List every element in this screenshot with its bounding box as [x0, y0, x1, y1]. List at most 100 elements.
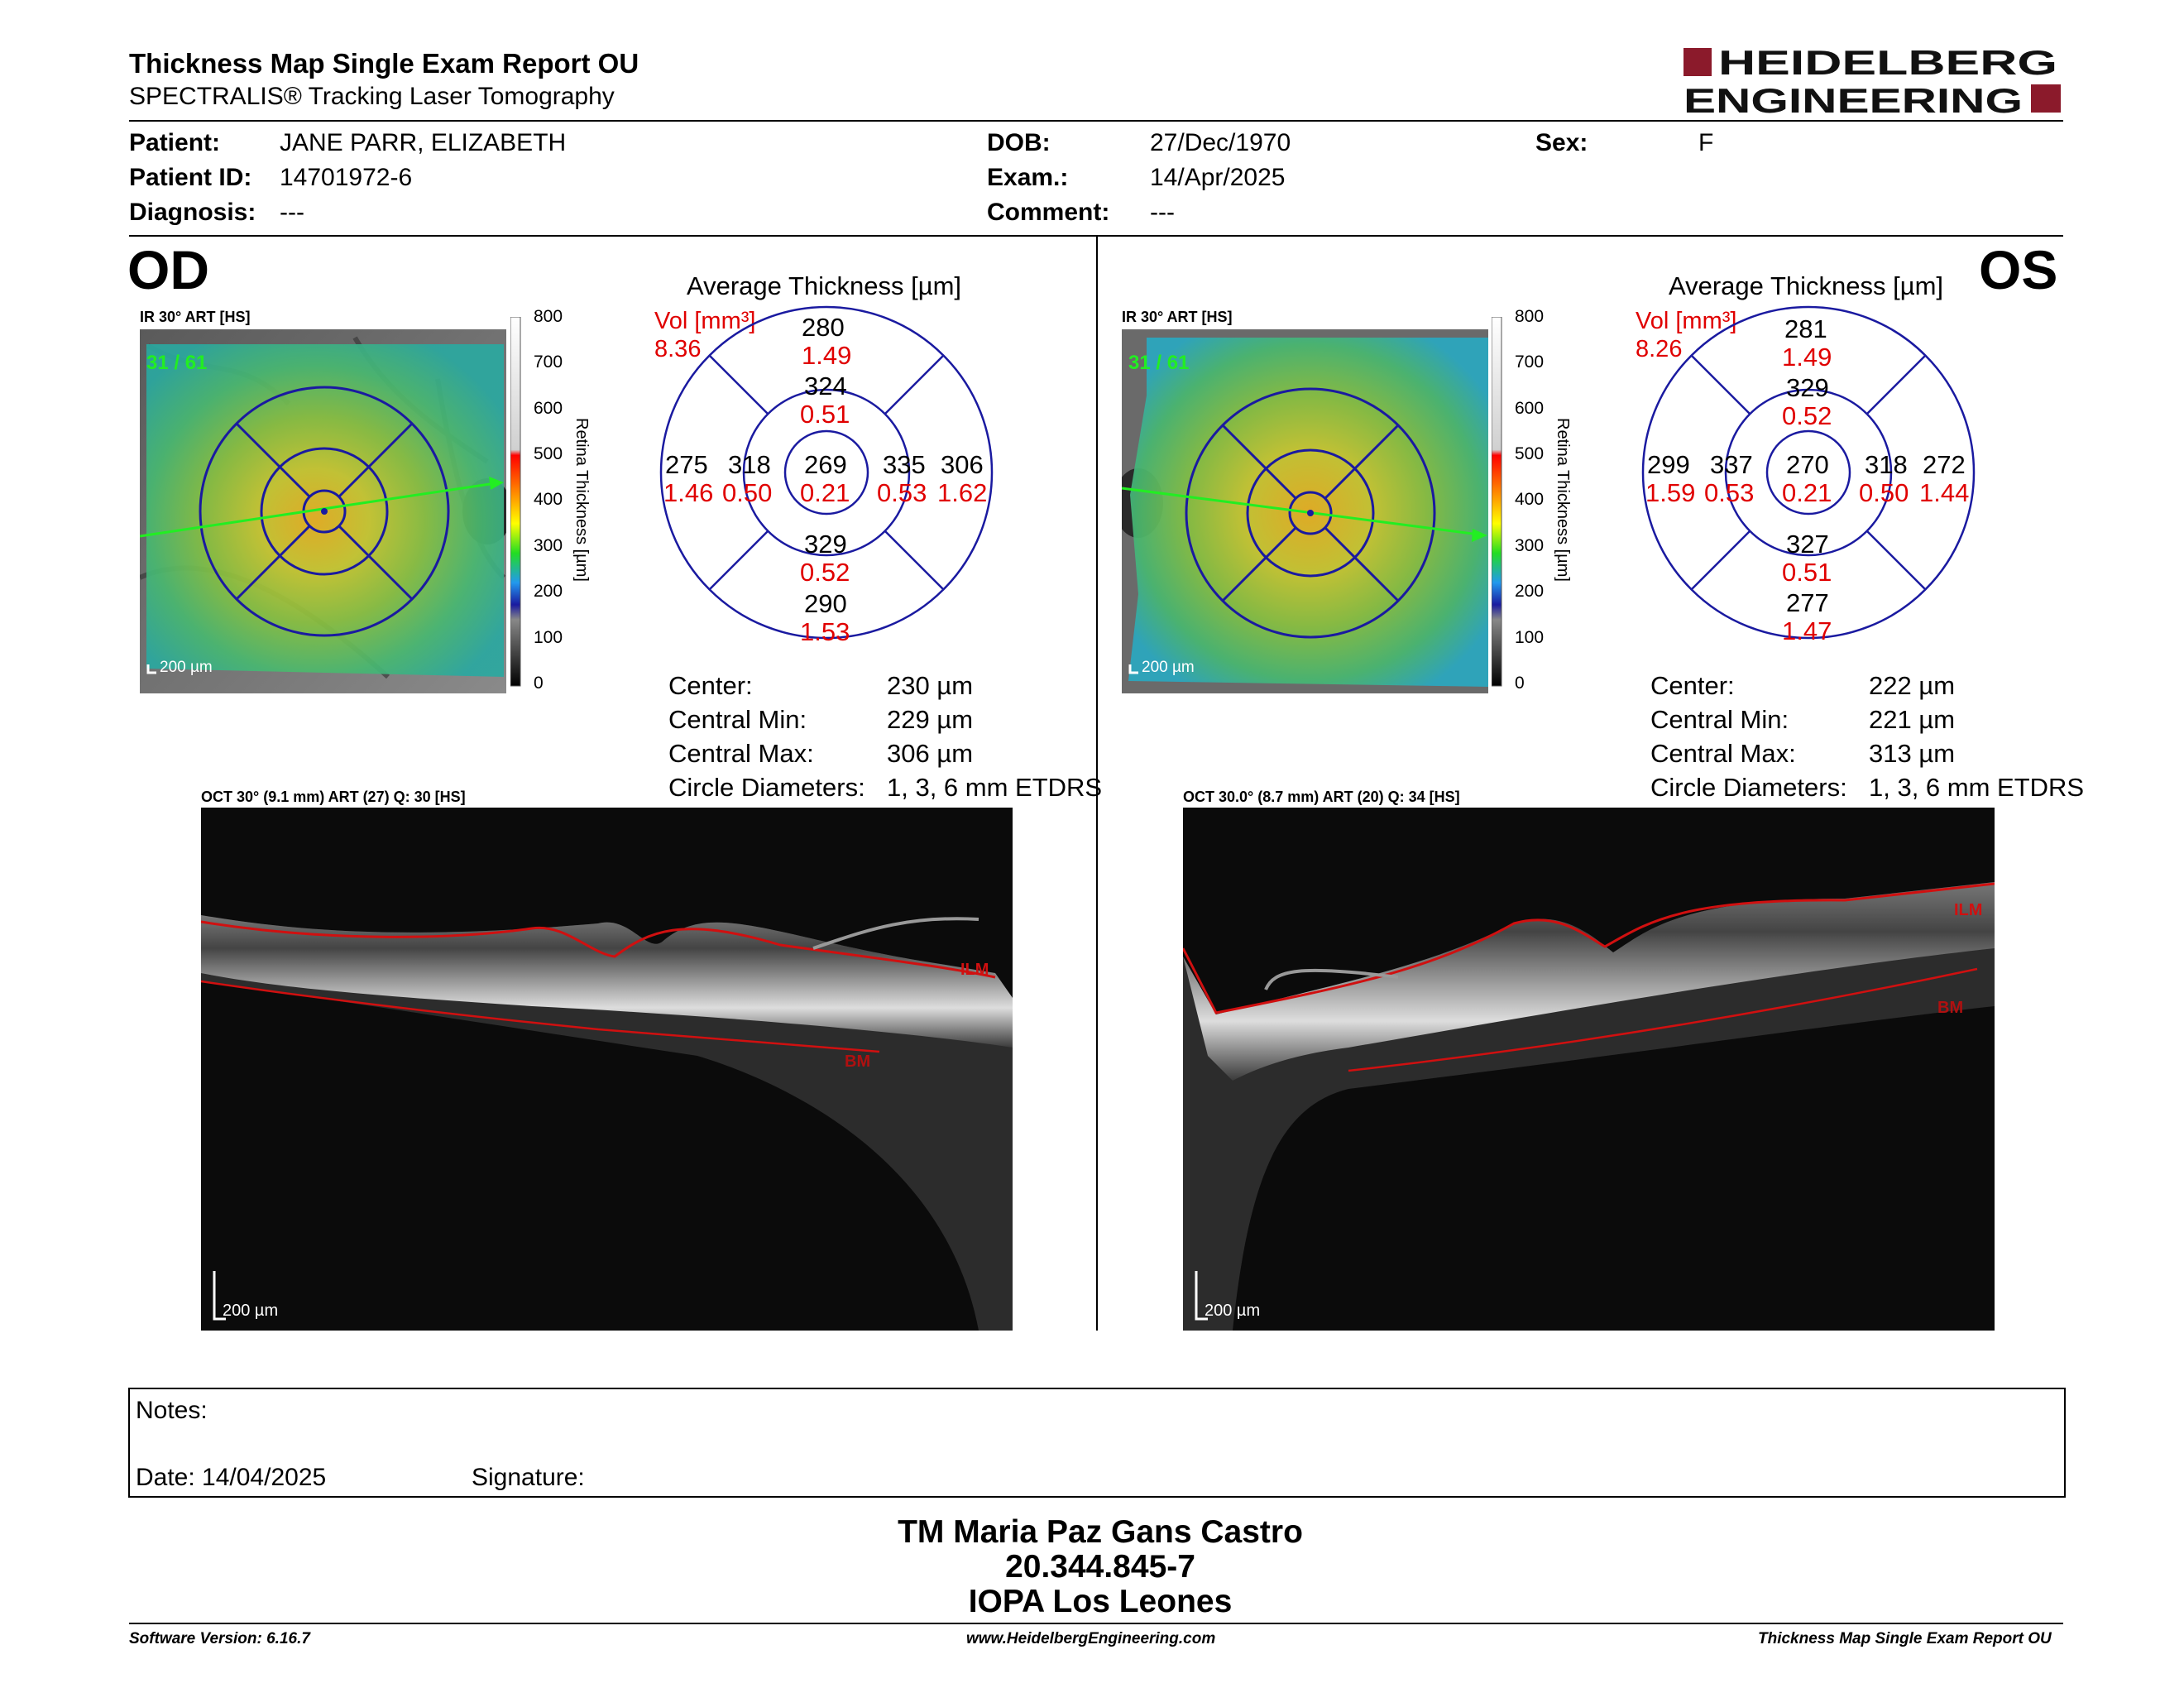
diagnosis-value: --- [280, 199, 304, 226]
od-scale-tick: 0 [534, 674, 544, 693]
sex-value: F [1698, 129, 1714, 156]
os-center-thickness: 270 [1786, 450, 1829, 479]
od-oct-label: OCT 30° (9.1 mm) ART (27) Q: 30 [HS] [201, 789, 466, 805]
os-scale-tick: 400 [1515, 490, 1545, 509]
od-inner-inferior-volume: 0.52 [800, 558, 850, 587]
report-subtitle: SPECTRALIS® Tracking Laser Tomography [129, 83, 615, 110]
os-inner-temporal-thickness: 318 [1865, 450, 1908, 479]
patient-label: Patient: [129, 129, 221, 156]
os-scale-tick: 0 [1515, 674, 1525, 693]
os-min-label: Central Min: [1650, 705, 1789, 734]
od-outer-superior-thickness: 280 [802, 313, 845, 342]
od-outer-inferior-volume: 1.53 [800, 617, 850, 646]
os-inner-temporal-volume: 0.50 [1859, 478, 1909, 507]
od-center-label: Center: [668, 671, 753, 700]
os-ir-scale: 200 µm [1142, 659, 1195, 676]
od-center-volume: 0.21 [800, 478, 850, 507]
os-outer-nasal-thickness: 299 [1647, 450, 1690, 479]
os-max-value: 313 µm [1869, 739, 1956, 768]
os-inner-superior-thickness: 329 [1786, 373, 1829, 402]
od-inner-nasal-volume: 0.53 [877, 478, 927, 507]
od-avg-title: Average Thickness [µm] [687, 271, 962, 300]
od-scale-tick: 400 [534, 490, 563, 509]
os-bm-label: BM [1937, 999, 1963, 1017]
os-inner-inferior-volume: 0.51 [1782, 558, 1832, 587]
od-bm-label: BM [845, 1053, 870, 1071]
od-outer-nasal-volume: 1.62 [937, 478, 988, 507]
heidelberg-logo: HEIDELBERG ENGINEERING [1684, 43, 2064, 120]
os-ir-counter: 31 / 61 [1128, 352, 1189, 374]
eye-divider [1096, 237, 1098, 1331]
os-scale-tick: 300 [1515, 536, 1545, 555]
od-outer-temporal-volume: 1.46 [663, 478, 714, 507]
os-diam-value: 1, 3, 6 mm ETDRS [1869, 773, 2085, 802]
sex-label: Sex: [1535, 129, 1588, 156]
od-oct-scale: 200 µm [223, 1302, 278, 1320]
od-ilm-label: ILM [960, 961, 989, 979]
os-scale-tick: 500 [1515, 444, 1545, 463]
signature-label: Signature: [472, 1464, 585, 1491]
od-label: OD [127, 239, 209, 300]
od-inner-nasal-thickness: 335 [883, 450, 926, 479]
software-version: Software Version: 6.16.7 [129, 1630, 310, 1647]
od-outer-temporal-thickness: 275 [665, 450, 708, 479]
os-etdrs-grid [1640, 305, 1976, 640]
os-inner-superior-volume: 0.52 [1782, 401, 1832, 430]
od-inner-superior-volume: 0.51 [800, 400, 850, 429]
od-scale-tick: 500 [534, 444, 563, 463]
od-diam-value: 1, 3, 6 mm ETDRS [887, 773, 1103, 802]
patient-divider [129, 235, 2063, 237]
od-min-label: Central Min: [668, 705, 807, 734]
signatory-name: TM Maria Paz Gans Castro [898, 1514, 1303, 1550]
os-oct-scale: 200 µm [1205, 1302, 1260, 1320]
od-outer-inferior-thickness: 290 [804, 589, 847, 618]
patient-name: JANE PARR, ELIZABETH [280, 129, 567, 156]
od-max-value: 306 µm [887, 739, 974, 768]
od-min-value: 229 µm [887, 705, 974, 734]
od-inner-temporal-volume: 0.50 [722, 478, 773, 507]
os-inner-nasal-thickness: 337 [1710, 450, 1753, 479]
os-center-volume: 0.21 [1782, 478, 1832, 507]
od-outer-nasal-thickness: 306 [941, 450, 984, 479]
od-scale-tick: 700 [534, 352, 563, 372]
od-oct-scan: ILM BM 200 µm [200, 808, 1013, 1331]
svg-text:HEIDELBERG: HEIDELBERG [1718, 43, 2057, 82]
od-thickness-map: 31 / 61 200 µm [138, 329, 512, 693]
dob-value: 27/Dec/1970 [1150, 129, 1291, 156]
os-label: OS [1979, 239, 2058, 300]
od-ir-label: IR 30° ART [HS] [140, 309, 251, 325]
os-scale-tick: 200 [1515, 582, 1545, 601]
os-outer-inferior-thickness: 277 [1786, 588, 1829, 617]
header-divider [129, 120, 2063, 122]
od-color-scale [510, 316, 593, 689]
os-scale-title: Retina Thickness [µm] [1554, 418, 1572, 582]
od-scale-tick: 800 [534, 307, 563, 326]
comment-value: --- [1150, 199, 1175, 226]
od-inner-superior-thickness: 324 [804, 372, 847, 400]
os-scale-tick: 700 [1515, 352, 1545, 372]
os-outer-superior-thickness: 281 [1784, 314, 1827, 343]
od-center-value: 230 µm [887, 671, 974, 700]
notes-box[interactable] [128, 1388, 2066, 1498]
os-outer-inferior-volume: 1.47 [1782, 616, 1832, 645]
os-max-label: Central Max: [1650, 739, 1796, 768]
exam-label: Exam.: [987, 164, 1069, 191]
os-scale-tick: 800 [1515, 307, 1545, 326]
comment-label: Comment: [987, 199, 1110, 226]
website-link[interactable]: www.HeidelbergEngineering.com [966, 1630, 1216, 1647]
notes-label: Notes: [136, 1397, 208, 1424]
od-scale-tick: 100 [534, 628, 563, 647]
os-center-value: 222 µm [1869, 671, 1956, 700]
os-scale-tick: 600 [1515, 399, 1545, 418]
os-oct-label: OCT 30.0° (8.7 mm) ART (20) Q: 34 [HS] [1183, 789, 1460, 805]
os-oct-scan: ILM BM 200 µm [1181, 808, 1995, 1331]
od-etdrs-grid [659, 305, 994, 640]
os-thickness-map: 31 / 61 200 µm [1114, 329, 1488, 693]
report-title: Thickness Map Single Exam Report OU [129, 48, 639, 79]
os-color-scale [1491, 316, 1574, 689]
os-outer-superior-volume: 1.49 [1782, 343, 1832, 372]
od-scale-tick: 300 [534, 536, 563, 555]
od-max-label: Central Max: [668, 739, 814, 768]
od-vol-label: Vol [mm³] [654, 308, 756, 334]
od-scale-tick: 600 [534, 399, 563, 418]
